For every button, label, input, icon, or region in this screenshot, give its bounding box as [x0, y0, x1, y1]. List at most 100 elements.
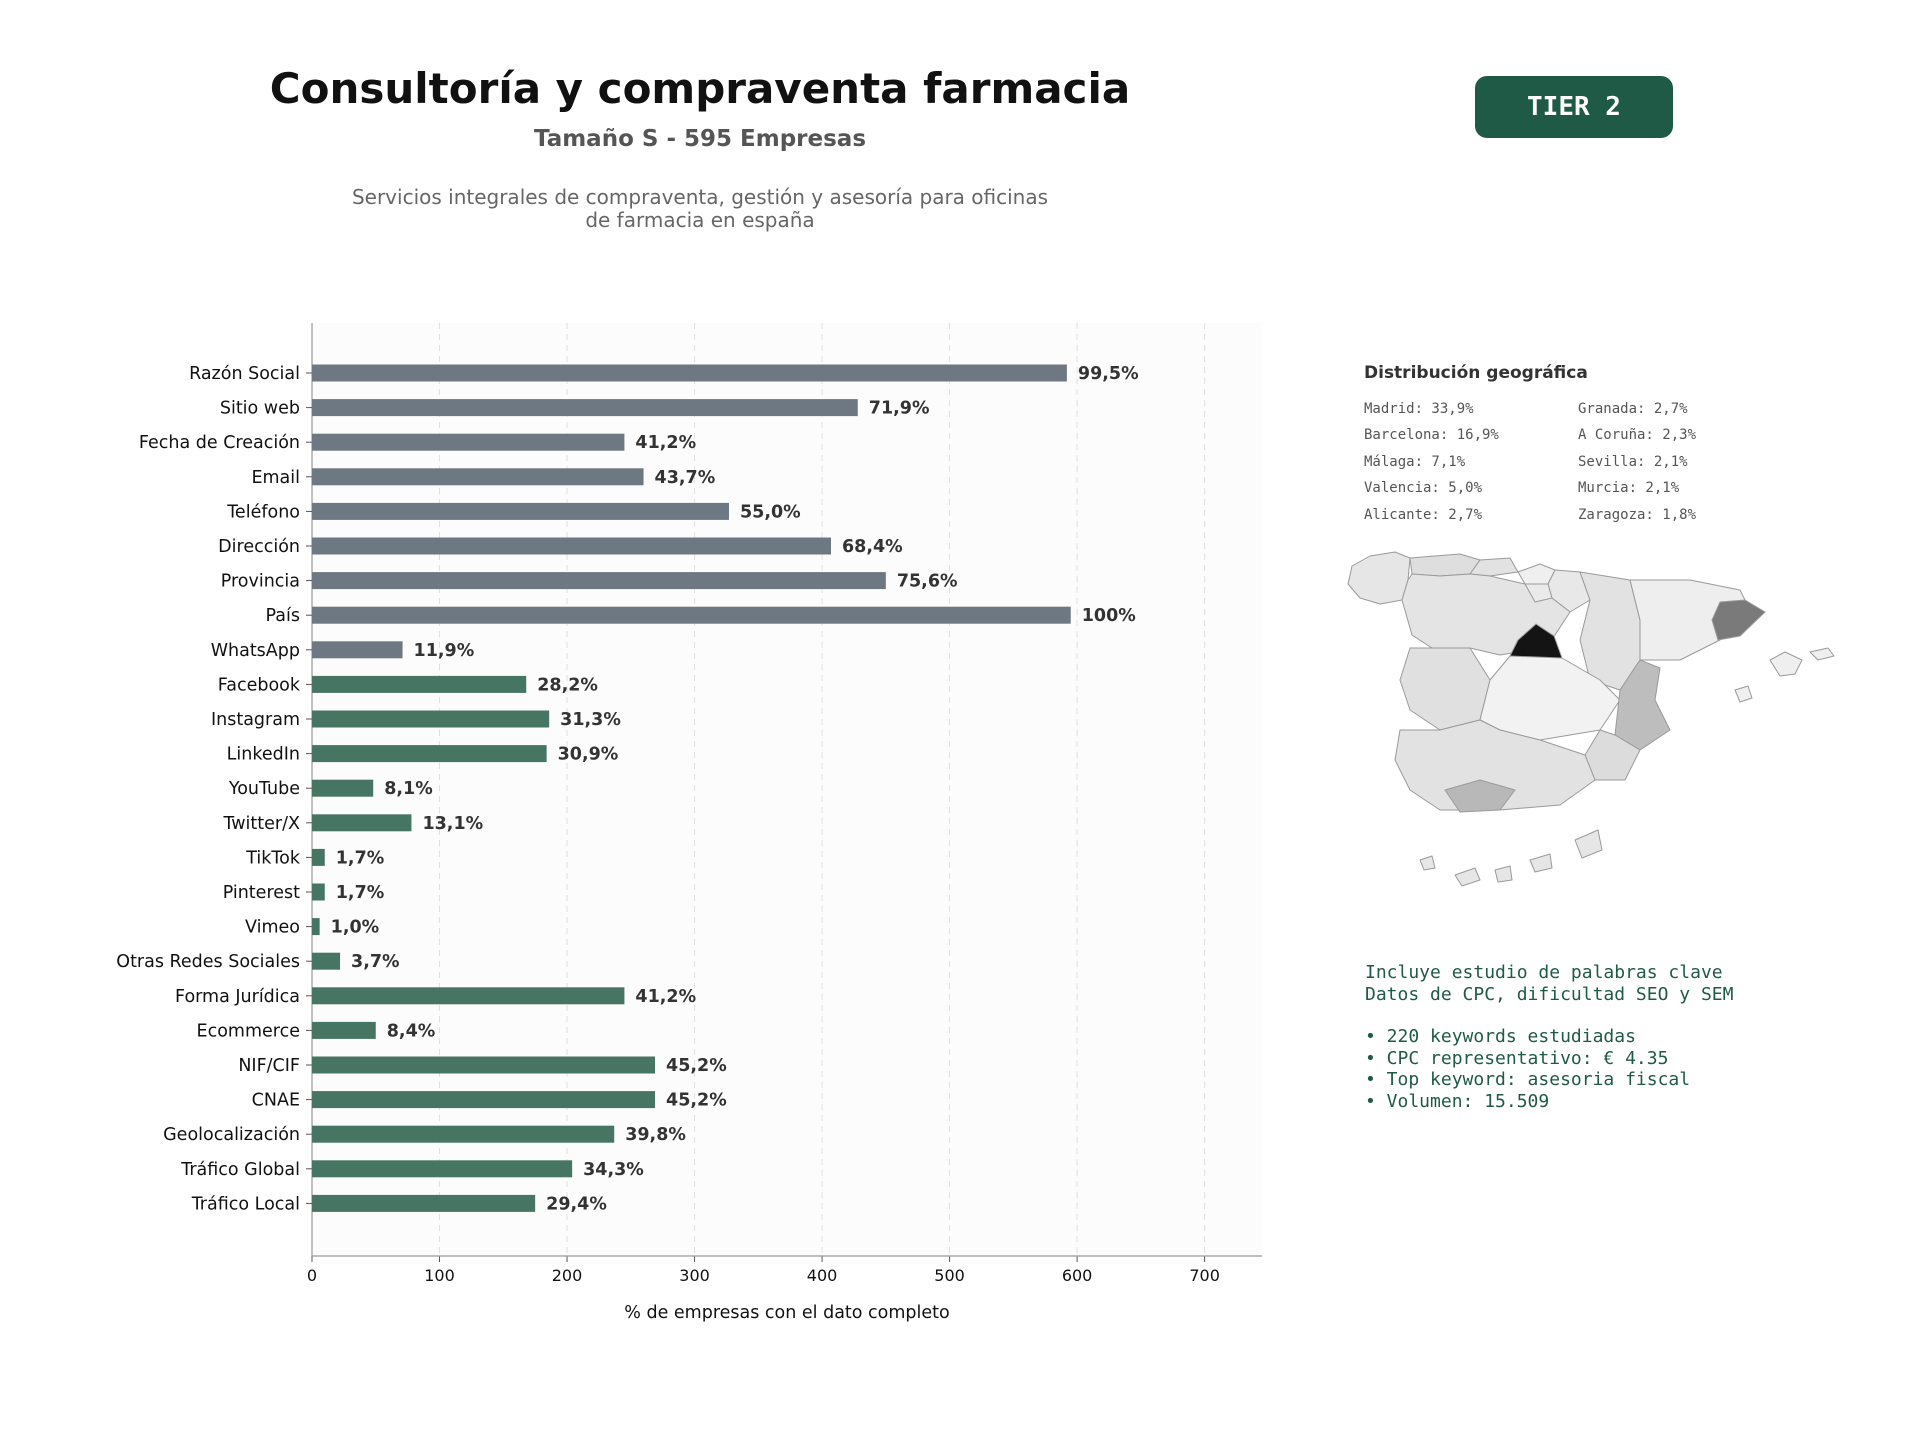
category-label: LinkedIn [227, 745, 300, 765]
category-label: Instagram [211, 710, 300, 730]
data-label: 13,1% [422, 814, 483, 834]
map-region-barcelona [1711, 599, 1766, 641]
category-label: TikTok [245, 848, 301, 868]
bar [312, 606, 1071, 624]
x-tick-label: 600 [1062, 1266, 1093, 1285]
category-label: Provincia [221, 572, 300, 592]
completeness-bar-chart: 0 100 200 300 400 500 600 700 Razón Social 99,5% S… [116, 323, 1262, 1323]
data-label: 45,2% [666, 1056, 727, 1076]
category-label: Twitter/X [222, 814, 300, 834]
data-label: 34,3% [583, 1160, 644, 1180]
map-region-menorca [1809, 647, 1835, 661]
data-label: 11,9% [414, 641, 475, 661]
category-label: Teléfono [226, 502, 300, 522]
page-description: Servicios integrales de compraventa, ges… [300, 186, 1100, 232]
data-label: 71,9% [869, 399, 930, 419]
category-label: Fecha de Creación [139, 433, 300, 453]
keywords-info: Incluye estudio de palabras clave Datos … [1365, 962, 1733, 1112]
data-label: 68,4% [842, 537, 903, 557]
geo-item: Granada: 2,7% [1578, 401, 1688, 417]
bar [312, 1194, 536, 1212]
map-region-rioja [1524, 583, 1553, 603]
category-label: Pinterest [223, 883, 300, 903]
bar [312, 502, 729, 520]
bar [312, 1021, 376, 1039]
bar [312, 987, 625, 1005]
category-label: Razón Social [189, 364, 300, 384]
map-region-cantabria [1469, 557, 1519, 577]
geo-item: Murcia: 2,1% [1578, 480, 1680, 496]
bar [312, 710, 550, 728]
keywords-bullet: • Volumen: 15.509 [1365, 1090, 1550, 1112]
data-label: 45,2% [666, 1091, 727, 1111]
map-region-andalucia [1394, 719, 1596, 811]
data-label: 43,7% [655, 468, 716, 488]
data-label: 99,5% [1078, 364, 1139, 384]
data-label: 41,2% [635, 433, 696, 453]
bar [312, 399, 858, 417]
geo-item: A Coruña: 2,3% [1578, 427, 1697, 443]
keywords-spacer [1365, 1005, 1733, 1026]
bar [312, 918, 320, 936]
data-label: 31,3% [560, 710, 621, 730]
map-region-galicia [1347, 551, 1411, 605]
plot-background [312, 323, 1262, 1256]
map-region-aragon [1579, 571, 1641, 691]
bar [312, 468, 644, 486]
data-label: 1,7% [336, 848, 385, 868]
data-label: 41,2% [635, 987, 696, 1007]
geo-item: Málaga: 7,1% [1364, 454, 1466, 470]
data-label: 28,2% [537, 675, 598, 695]
map-region-malaga [1444, 779, 1516, 813]
category-label: País [266, 606, 300, 626]
map-region-canarias-1 [1454, 867, 1481, 887]
bar [312, 1056, 656, 1074]
bar [312, 1091, 656, 1109]
bar [312, 848, 325, 866]
category-label: Vimeo [245, 918, 300, 938]
keywords-bullet: • 220 keywords estudiadas [1365, 1026, 1636, 1047]
geo-item: Sevilla: 2,1% [1578, 454, 1688, 470]
description-line-2: de farmacia en españa [585, 208, 815, 232]
data-label: 8,4% [387, 1021, 436, 1041]
bar [312, 745, 547, 763]
x-tick-label: 700 [1189, 1266, 1220, 1285]
map-region-canarias-5 [1419, 855, 1436, 871]
map-region-canarias-2 [1494, 865, 1513, 883]
bar [312, 364, 1067, 382]
bar [312, 952, 341, 970]
category-label: WhatsApp [211, 641, 300, 661]
data-label: 1,0% [331, 918, 380, 938]
category-label: Otras Redes Sociales [116, 952, 300, 972]
x-tick-label: 500 [934, 1266, 965, 1285]
category-label: Sitio web [220, 399, 300, 419]
geo-item: Madrid: 33,9% [1364, 401, 1474, 417]
spain-map [1347, 551, 1835, 887]
category-label: Forma Jurídica [175, 987, 300, 1007]
bar [312, 1125, 615, 1143]
geo-item: Barcelona: 16,9% [1364, 427, 1499, 443]
bar [312, 1160, 573, 1178]
data-label: 1,7% [336, 883, 385, 903]
geo-item: Valencia: 5,0% [1364, 480, 1483, 496]
data-label: 3,7% [351, 952, 400, 972]
category-label: Tráfico Global [180, 1160, 300, 1180]
bar [312, 537, 831, 555]
bar [312, 814, 412, 832]
x-tick-label: 400 [807, 1266, 838, 1285]
bar [312, 675, 527, 693]
data-label: 100% [1082, 606, 1136, 626]
x-tick-label: 0 [307, 1266, 317, 1285]
category-label: Email [251, 468, 300, 488]
map-region-canarias-3 [1529, 853, 1553, 873]
tier-badge: TIER 2 [1475, 76, 1673, 138]
data-label: 30,9% [558, 745, 619, 765]
keywords-line-2: Datos de CPC, dificultad SEO y SEM [1365, 983, 1734, 1005]
bar [312, 433, 625, 451]
keywords-bullet: • CPC representativo: € 4.35 [1365, 1047, 1669, 1069]
geo-distribution-title: Distribución geográfica [1364, 363, 1588, 383]
x-axis-label: % de empresas con el dato completo [624, 1303, 949, 1323]
category-label: Tráfico Local [191, 1194, 300, 1214]
map-region-ibiza [1734, 685, 1753, 703]
description-line-1: Servicios integrales de compraventa, ges… [351, 185, 1049, 209]
